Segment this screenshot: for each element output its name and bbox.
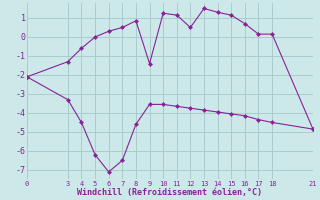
X-axis label: Windchill (Refroidissement éolien,°C): Windchill (Refroidissement éolien,°C) — [77, 188, 262, 197]
